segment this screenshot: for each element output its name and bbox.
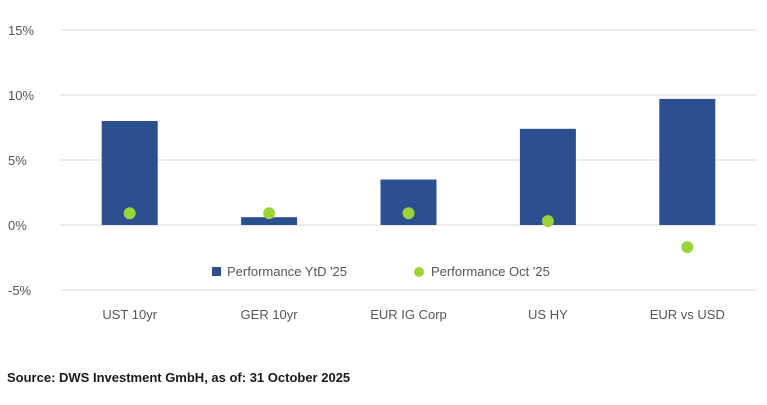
point [681,241,694,254]
bar [241,217,298,225]
y-axis-ticks: 15% 10% 5% 0% -5% [8,23,34,298]
point [402,207,415,220]
point-series [123,207,694,254]
legend-swatch-oct [414,267,424,277]
source-note: Source: DWS Investment GmbH, as of: 31 O… [7,370,351,385]
category-label: US HY [528,307,568,322]
category-label: GER 10yr [241,307,299,322]
legend: Performance YtD '25 Performance Oct '25 [212,264,550,279]
y-tick-label: -5% [8,283,32,298]
category-label: UST 10yr [102,307,157,322]
bar [519,128,576,225]
category-label: EUR vs USD [650,307,725,322]
legend-swatch-ytd [212,267,221,276]
point [541,215,554,228]
chart: 15% 10% 5% 0% -5% UST 10yr GER 10yr EUR IG Cor… [8,23,757,322]
bar [659,98,716,225]
y-tick-label: 5% [8,153,27,168]
legend-label-ytd: Performance YtD '25 [227,264,347,279]
point [263,207,276,220]
y-tick-label: 0% [8,218,27,233]
point [123,207,136,220]
y-tick-label: 15% [8,23,34,38]
y-tick-label: 10% [8,88,34,103]
bar-series [101,98,716,225]
category-label: EUR IG Corp [370,307,447,322]
x-axis-categories: UST 10yr GER 10yr EUR IG Corp US HY EUR vs U… [102,307,724,322]
legend-label-oct: Performance Oct '25 [431,264,550,279]
gridlines [60,29,757,291]
